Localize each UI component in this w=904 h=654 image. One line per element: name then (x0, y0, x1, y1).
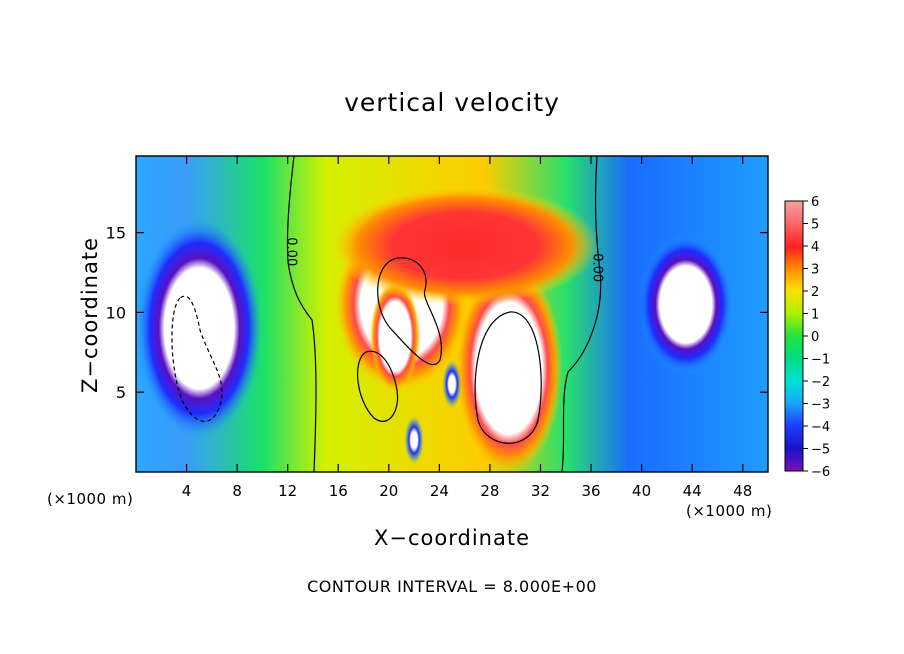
zero-contour-right (561, 156, 602, 472)
y-tick-label: 10 (106, 303, 126, 322)
colorbar-tick-label: 6 (811, 195, 819, 210)
x-tick-label: 32 (531, 482, 550, 500)
colorbar (784, 200, 804, 472)
chart-title: vertical velocity (344, 88, 560, 117)
contour-core-right (474, 311, 542, 444)
colorbar-ticks: 6 5 4 3 2 1 0 −1 −2 −3 −4 −5 −6 (803, 195, 830, 480)
plot-frame (135, 155, 769, 473)
colorbar-tick-label: 5 (811, 218, 819, 233)
x-tick-label: 36 (581, 482, 600, 500)
x-tick-label: 40 (632, 482, 651, 500)
contour-lines (171, 156, 602, 472)
contour-label: 0.00 (284, 237, 299, 266)
field-features (136, 185, 734, 472)
colorbar-tick-label: −1 (811, 353, 830, 368)
field-feature-downdraft-7 (442, 360, 462, 409)
x-axis-label: X−coordinate (374, 526, 530, 550)
contour-label: 0.00 (590, 253, 605, 282)
contour-downdraft-left (171, 295, 223, 423)
colorbar-tick-label: −2 (811, 375, 830, 390)
contour-core-left (377, 257, 442, 366)
x-tick-label: 4 (182, 482, 192, 500)
x-unit-label-right: (×1000 m) (686, 502, 773, 520)
field-feature-downdraft-5 (638, 234, 734, 375)
x-unit-label-left: (×1000 m) (47, 490, 134, 508)
y-axis-label: Z−coordinate (78, 237, 102, 393)
field-feature-updraft_core-1 (455, 262, 563, 472)
contour-labels: 0.00 0.00 (284, 237, 605, 282)
y-tick-label: 5 (116, 383, 126, 402)
field-feature-updraft_anvil-3 (330, 185, 599, 306)
x-tick-label: 12 (278, 482, 297, 500)
colorbar-tick-label: 3 (811, 263, 819, 278)
contour-interval-note: CONTOUR INTERVAL = 8.000E+00 (307, 577, 597, 596)
x-tick-label: 16 (329, 482, 348, 500)
zero-contour-left (286, 156, 317, 472)
colorbar-tick-label: 0 (811, 330, 819, 345)
colorbar-tick-label: 2 (811, 285, 819, 300)
field-layer (136, 156, 768, 472)
x-axis-ticks: 4 8 12 16 20 24 28 32 36 40 44 48 (182, 156, 752, 500)
x-tick-label: 48 (733, 482, 752, 500)
colorbar-tick-label: −3 (811, 398, 830, 413)
colorbar-tick-label: −6 (811, 465, 830, 480)
colorbar-tick-label: −5 (811, 443, 830, 458)
x-tick-label: 8 (232, 482, 242, 500)
field-feature-downdraft-6 (404, 416, 424, 465)
x-tick-label: 44 (683, 482, 702, 500)
field-feature-updraft_lobe-2 (369, 280, 421, 393)
y-axis-ticks: 5 10 15 (106, 224, 768, 402)
field-feature-downdraft-4 (136, 218, 263, 439)
colorbar-tick-label: −4 (811, 420, 830, 435)
x-tick-label: 28 (480, 482, 499, 500)
contour-lobe (356, 350, 399, 422)
x-tick-label: 24 (430, 482, 449, 500)
colorbar-tick-label: 1 (811, 308, 819, 323)
colorbar-tick-label: 4 (811, 240, 819, 255)
x-tick-label: 20 (379, 482, 398, 500)
y-tick-label: 15 (106, 224, 126, 243)
